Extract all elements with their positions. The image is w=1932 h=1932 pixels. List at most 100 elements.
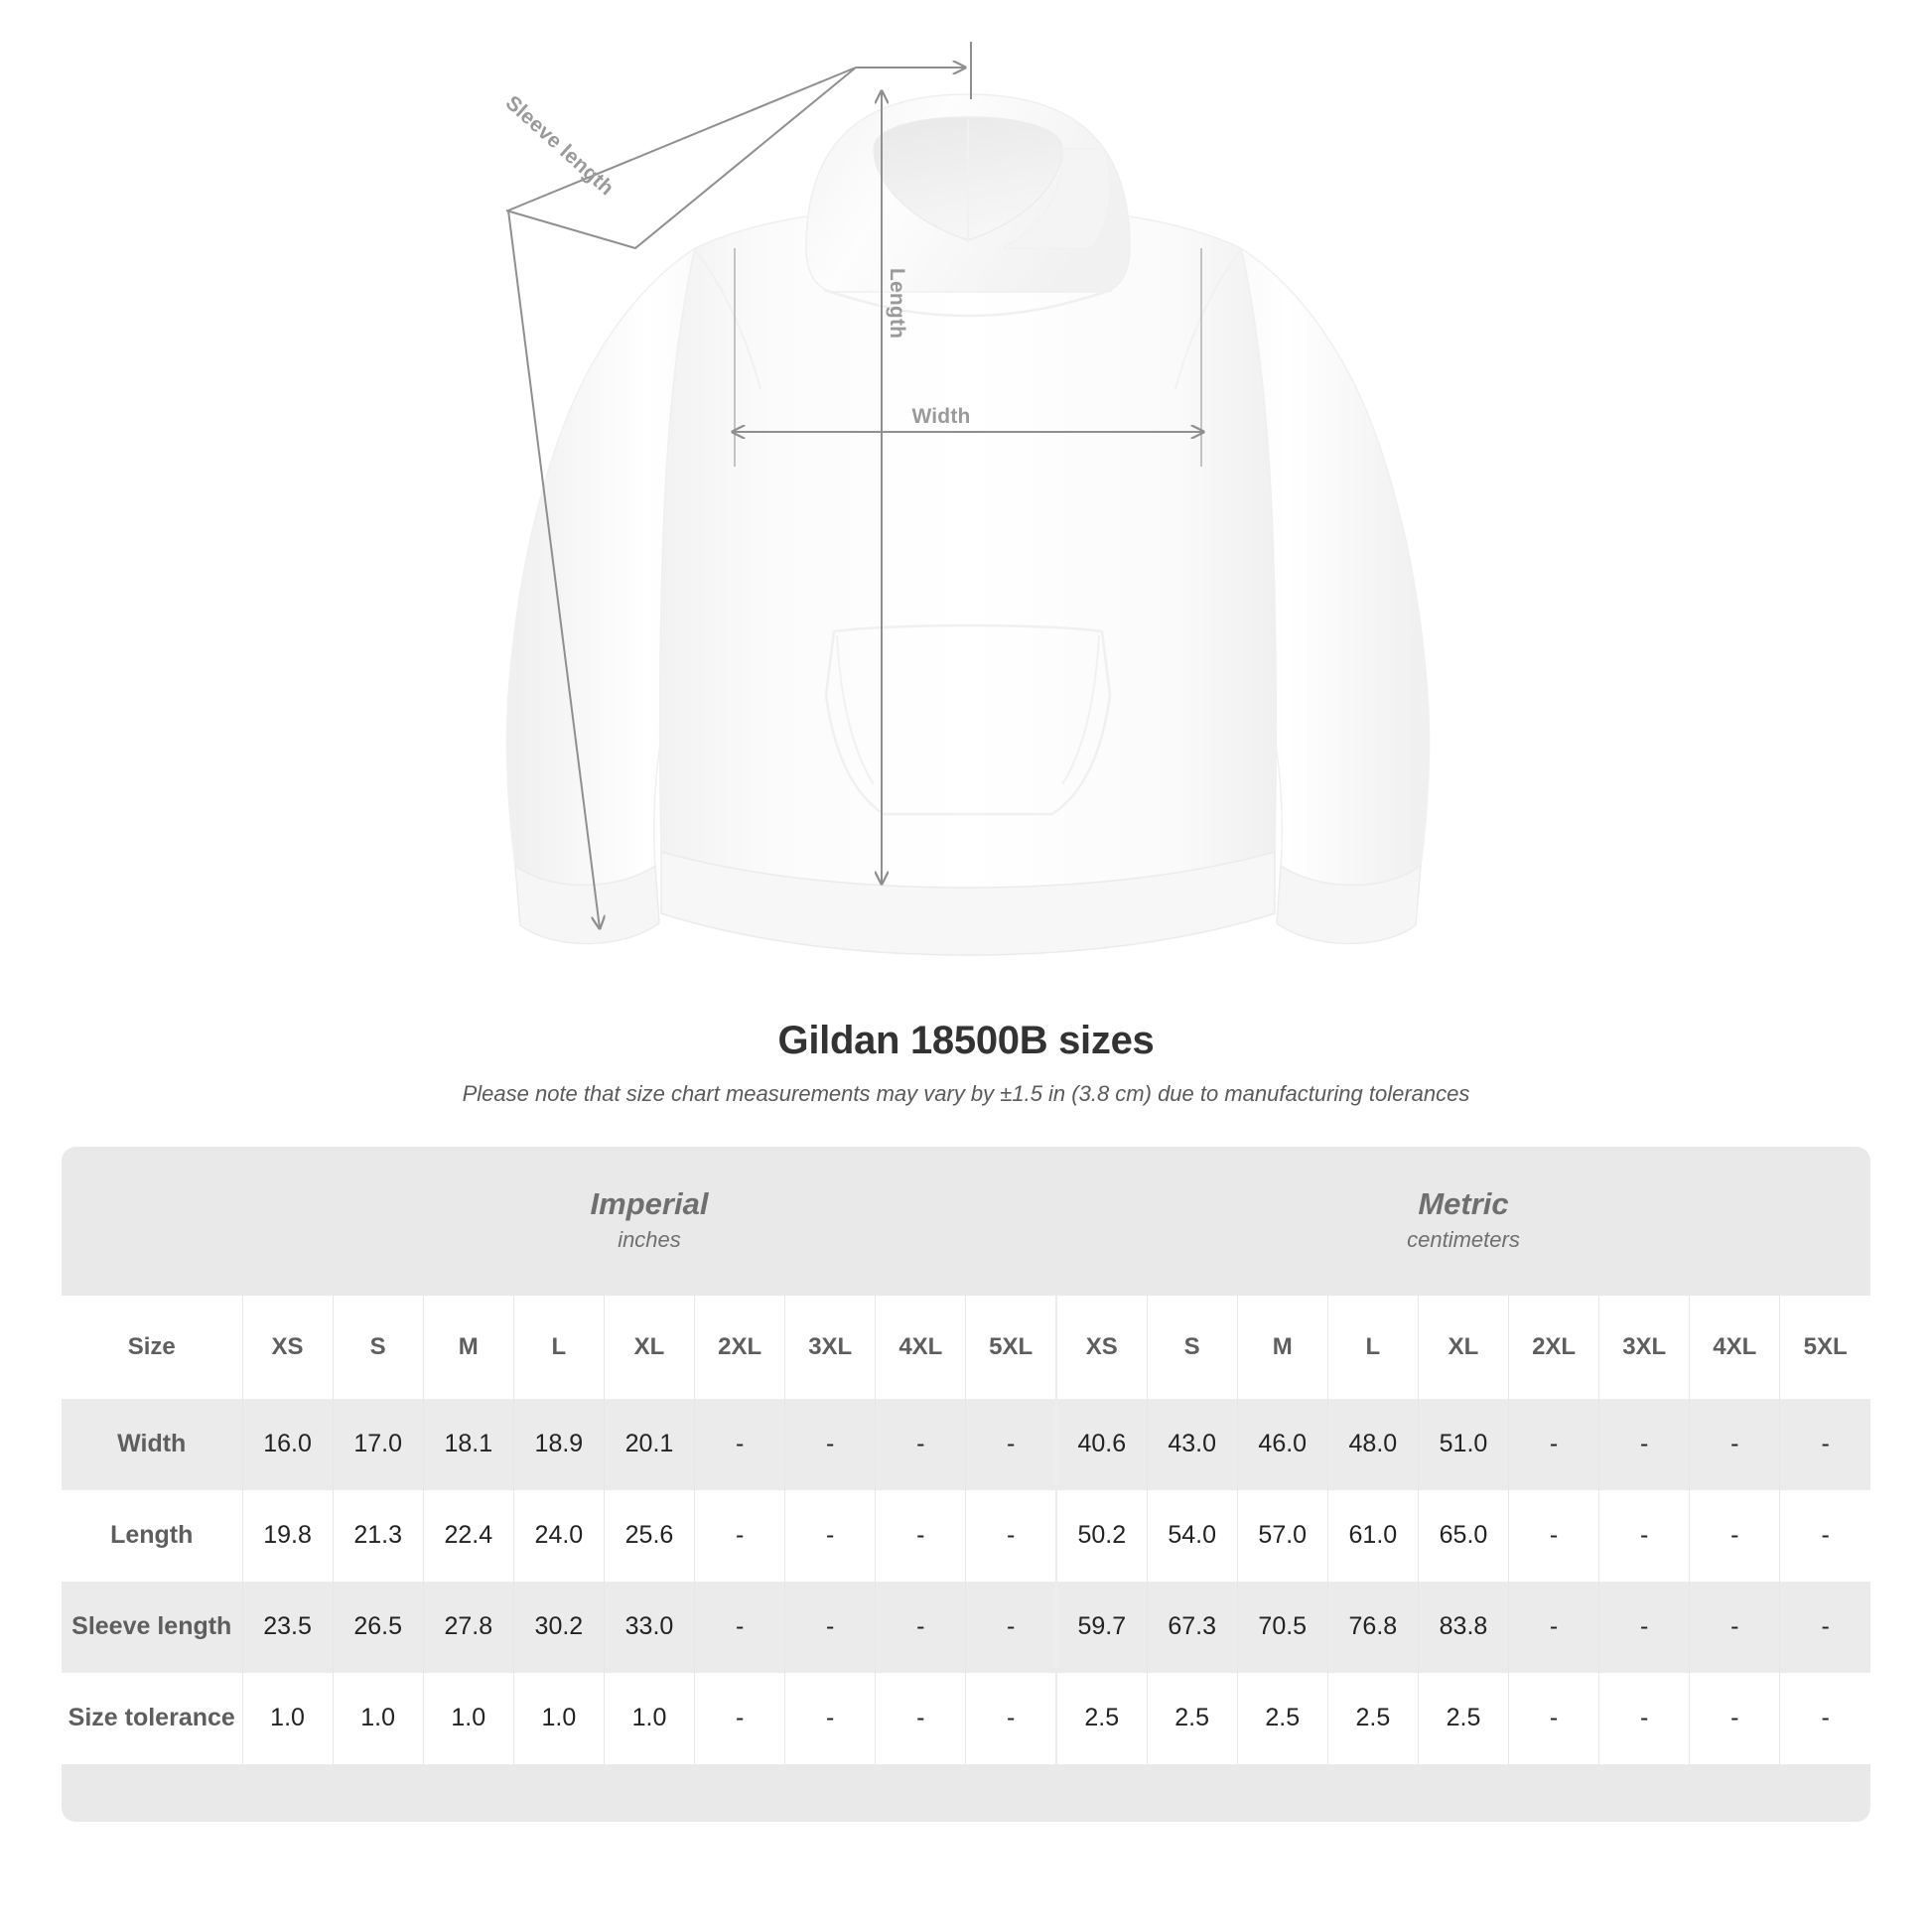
cell-metric-xl: 65.0: [1417, 1489, 1509, 1582]
cell-metric-xs: 50.2: [1054, 1489, 1148, 1582]
cell-imperial-m: 22.4: [422, 1489, 514, 1582]
cell-metric-xl: 83.8: [1417, 1581, 1509, 1673]
cell-metric-l: 61.0: [1326, 1489, 1419, 1582]
cell-imperial-4xl: -: [875, 1672, 966, 1764]
cell-metric-xs: 59.7: [1054, 1581, 1148, 1673]
cell-imperial-3xl: -: [784, 1489, 876, 1582]
cell-imperial-s: 1.0: [332, 1672, 424, 1764]
cell-imperial-s: 17.0: [332, 1398, 424, 1490]
size-chart-container: Imperial inches Metric centimeters Size XS S M L…: [62, 1146, 1870, 1822]
cell-metric-m: 70.5: [1236, 1581, 1328, 1673]
cell-imperial-m: 1.0: [422, 1672, 514, 1764]
cell-metric-xl: 51.0: [1417, 1398, 1509, 1490]
cell-imperial-xl: 25.6: [603, 1489, 695, 1582]
cell-imperial-2xl: -: [694, 1581, 785, 1673]
size-header-metric-4xl: 4XL: [1689, 1295, 1780, 1399]
table-row: Size tolerance 1.0 1.0 1.0 1.0 1.0- - - -2.5 2.5 2…: [62, 1672, 1870, 1764]
size-header-row: Size XS S M L XL 2XL 3XL 4XL 5XL XS S M L XL 2XL 3XL 4XL 5…: [62, 1295, 1870, 1399]
size-header-metric-3xl: 3XL: [1598, 1295, 1690, 1399]
cell-metric-xs: 2.5: [1054, 1672, 1148, 1764]
cell-imperial-xs: 16.0: [241, 1398, 334, 1490]
cell-metric-2xl: -: [1508, 1581, 1599, 1673]
cell-imperial-m: 18.1: [422, 1398, 514, 1490]
size-chart-table: Imperial inches Metric centimeters Size XS S M L…: [62, 1146, 1870, 1822]
page-title: Gildan 18500B sizes: [777, 1019, 1155, 1062]
row-header-size-tolerance: Size tolerance: [62, 1672, 242, 1764]
cell-imperial-4xl: -: [875, 1581, 966, 1673]
unit-group-units: centimeters: [1407, 1227, 1520, 1253]
size-header-metric-s: S: [1146, 1295, 1238, 1399]
size-header-metric-l: L: [1326, 1295, 1419, 1399]
cell-metric-m: 2.5: [1236, 1672, 1328, 1764]
cell-imperial-3xl: -: [784, 1672, 876, 1764]
cell-imperial-2xl: -: [694, 1672, 785, 1764]
cell-metric-xs: 40.6: [1054, 1398, 1148, 1490]
cell-imperial-xl: 33.0: [603, 1581, 695, 1673]
unit-group-units: inches: [618, 1227, 681, 1253]
tolerance-note: Please note that size chart measurements…: [462, 1081, 1470, 1106]
cell-imperial-l: 1.0: [512, 1672, 605, 1764]
cell-imperial-3xl: -: [784, 1398, 876, 1490]
sleeve-vertical: [507, 209, 600, 928]
cell-metric-s: 67.3: [1146, 1581, 1238, 1673]
unit-group-name: Imperial: [590, 1185, 709, 1221]
cell-imperial-5xl: -: [965, 1489, 1056, 1582]
table-footer-band: [62, 1763, 1870, 1822]
cell-metric-5xl: -: [1779, 1672, 1870, 1764]
sleeve-diagonal: [507, 67, 857, 211]
cell-metric-l: 48.0: [1326, 1398, 1419, 1490]
unit-group-metric: Metric centimeters: [1055, 1146, 1870, 1296]
cell-imperial-xs: 23.5: [241, 1581, 334, 1673]
cell-metric-s: 2.5: [1146, 1672, 1238, 1764]
cell-imperial-xl: 1.0: [603, 1672, 695, 1764]
size-header-imperial-m: M: [422, 1295, 514, 1399]
unit-group-row: Imperial inches Metric centimeters: [62, 1146, 1870, 1296]
cell-imperial-l: 18.9: [512, 1398, 605, 1490]
cell-imperial-2xl: -: [694, 1489, 785, 1582]
size-header-imperial-xl: XL: [603, 1295, 695, 1399]
cell-imperial-xl: 20.1: [603, 1398, 695, 1490]
footer-corner-right: [242, 1763, 1870, 1822]
cell-metric-4xl: -: [1689, 1398, 1780, 1490]
size-header-imperial-3xl: 3XL: [784, 1295, 876, 1399]
cell-imperial-2xl: -: [694, 1398, 785, 1490]
size-header-metric-2xl: 2XL: [1508, 1295, 1599, 1399]
cell-metric-4xl: -: [1689, 1489, 1780, 1582]
size-header-imperial-s: S: [332, 1295, 424, 1399]
width-label: Width: [911, 405, 971, 428]
cell-metric-l: 76.8: [1326, 1581, 1419, 1673]
hoodie-graphic: [505, 93, 1431, 956]
cell-metric-s: 43.0: [1146, 1398, 1238, 1490]
row-header-sleeve-length: Sleeve length: [62, 1581, 242, 1673]
cell-metric-4xl: -: [1689, 1581, 1780, 1673]
cell-metric-2xl: -: [1508, 1489, 1599, 1582]
cell-imperial-4xl: -: [875, 1489, 966, 1582]
cell-metric-s: 54.0: [1146, 1489, 1238, 1582]
unit-row-corner: [62, 1146, 242, 1296]
cell-metric-2xl: -: [1508, 1398, 1599, 1490]
cell-imperial-l: 30.2: [512, 1581, 605, 1673]
size-header-imperial-l: L: [512, 1295, 605, 1399]
cell-imperial-s: 21.3: [332, 1489, 424, 1582]
cell-imperial-4xl: -: [875, 1398, 966, 1490]
cell-metric-3xl: -: [1598, 1489, 1690, 1582]
size-header-imperial-5xl: 5XL: [965, 1295, 1056, 1399]
size-header-metric-m: M: [1236, 1295, 1328, 1399]
cell-metric-3xl: -: [1598, 1398, 1690, 1490]
cell-imperial-5xl: -: [965, 1398, 1056, 1490]
unit-group-name: Metric: [1418, 1185, 1509, 1221]
cell-metric-l: 2.5: [1326, 1672, 1419, 1764]
cell-metric-3xl: -: [1598, 1581, 1690, 1673]
cell-imperial-xs: 1.0: [241, 1672, 334, 1764]
cell-imperial-l: 24.0: [512, 1489, 605, 1582]
cell-imperial-5xl: -: [965, 1672, 1056, 1764]
length-label: Length: [886, 268, 908, 340]
cell-metric-2xl: -: [1508, 1672, 1599, 1764]
table-row: Width 16.0 17.0 18.1 18.9 20.1- - - -40.6 43.0 46.…: [62, 1398, 1870, 1490]
size-column-header: Size: [62, 1295, 242, 1399]
cell-imperial-s: 26.5: [332, 1581, 424, 1673]
cell-imperial-m: 27.8: [422, 1581, 514, 1673]
size-header-metric-5xl: 5XL: [1779, 1295, 1870, 1399]
size-header-imperial-2xl: 2XL: [694, 1295, 785, 1399]
cell-metric-3xl: -: [1598, 1672, 1690, 1764]
